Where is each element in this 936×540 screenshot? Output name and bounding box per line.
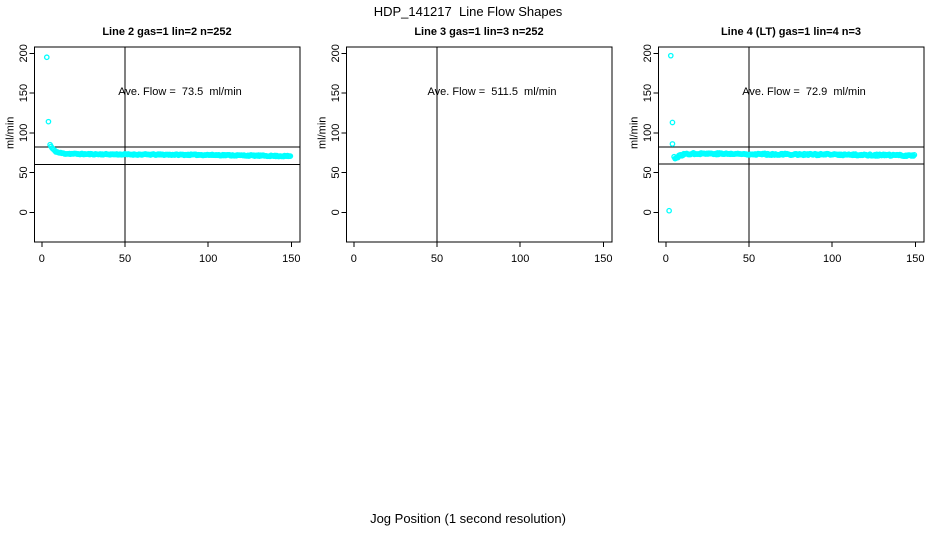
y-tick-label: 0 [18,209,30,215]
y-tick-label: 200 [642,44,654,62]
plot-box [34,46,301,243]
data-point [287,153,294,159]
x-tick-label: 50 [119,253,131,265]
panel-title: Line 4 (LT) gas=1 lin=4 n=3 [720,26,862,38]
data-point [911,151,918,158]
data-point [45,118,52,125]
y-axis-label: ml/min [5,117,17,149]
x-tick-label: 100 [823,253,841,265]
y-tick-label: 50 [18,166,30,178]
x-tick-label: 0 [39,253,45,265]
y-tick-label: 150 [642,84,654,102]
chart-panel-line-3: 0 50 100 150 0 50 100 150 200 ml/min Line 3 gas=1… [312,0,624,280]
ave-flow-annotation: Ave. Flow = 511.5 ml/min [427,86,557,98]
y-tick-label: 50 [642,166,654,178]
y-tick-label: 100 [18,124,30,142]
ave-flow-annotation: Ave. Flow = 72.9 ml/min [742,86,866,98]
plot-box [346,46,613,243]
x-tick-label: 150 [282,253,300,265]
chart-canvas: 0 50 100 150 0 50 100 150 200 ml/min [317,44,613,265]
data-point [667,52,674,59]
x-axis-title: Jog Position (1 second resolution) [370,511,566,526]
y-tick-label: 50 [330,166,342,178]
ave-flow-annotation: Ave. Flow = 73.5 ml/min [118,86,242,98]
y-tick-label: 200 [18,44,30,62]
x-tick-label: 150 [594,253,612,265]
y-tick-label: 150 [330,84,342,102]
x-tick-label: 50 [431,253,443,265]
y-tick-label: 0 [642,209,654,215]
x-tick-label: 100 [199,253,217,265]
chart-canvas: 0 50 100 150 0 50 100 150 200 ml/min [5,44,301,265]
x-tick-label: 50 [743,253,755,265]
x-tick-label: 150 [906,253,924,265]
y-tick-label: 150 [18,84,30,102]
y-tick-label: 100 [642,124,654,142]
data-point [669,119,676,126]
y-axis-label: ml/min [629,117,641,149]
chart-panel-line-4: 0 50 100 150 0 50 100 150 200 ml/min Line 4 (LT) … [624,0,936,280]
data-point [666,207,672,214]
x-tick-label: 0 [663,253,669,265]
y-tick-label: 0 [330,209,342,215]
main-title: HDP_141217 Line Flow Shapes [373,4,563,19]
y-tick-label: 200 [330,44,342,62]
chart-panel-line-2: 0 50 100 150 0 50 100 150 200 ml/min Line 2 gas=1… [0,0,312,280]
panel-title: Line 3 gas=1 lin=3 n=252 [414,26,544,38]
data-point [43,54,50,61]
y-axis-label: ml/min [317,117,329,149]
y-tick-label: 100 [330,124,342,142]
x-tick-label: 100 [511,253,529,265]
plot-box [658,46,925,243]
chart-canvas: 0 50 100 150 0 50 100 150 200 ml/min [629,44,925,265]
data-point [669,141,676,147]
panel-title: Line 2 gas=1 lin=2 n=252 [102,26,232,38]
x-tick-label: 0 [351,253,357,265]
